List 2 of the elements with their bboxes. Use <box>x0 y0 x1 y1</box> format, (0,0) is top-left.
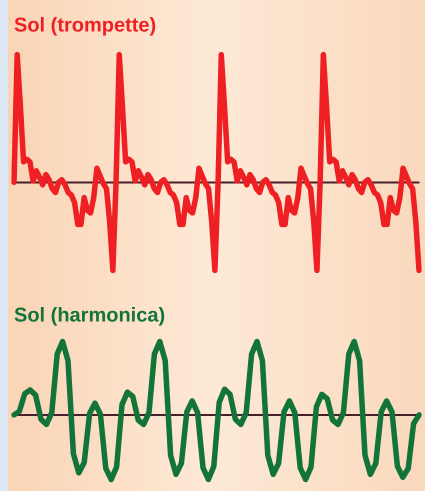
chart-title: Sol (trompette) <box>14 14 156 37</box>
chart-title: Sol (harmonica) <box>14 304 166 327</box>
